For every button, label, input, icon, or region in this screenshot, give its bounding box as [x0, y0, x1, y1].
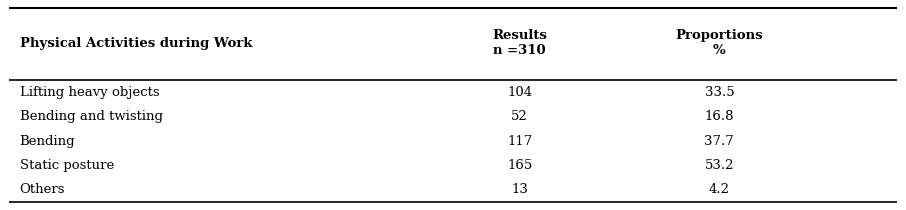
Text: 13: 13 — [511, 183, 528, 196]
Text: 117: 117 — [507, 135, 532, 147]
Text: 53.2: 53.2 — [705, 159, 734, 172]
Text: Proportions
%: Proportions % — [676, 29, 763, 57]
Text: 37.7: 37.7 — [705, 135, 734, 147]
Text: Bending: Bending — [20, 135, 75, 147]
Text: 4.2: 4.2 — [708, 183, 730, 196]
Text: Others: Others — [20, 183, 65, 196]
Text: Lifting heavy objects: Lifting heavy objects — [20, 86, 159, 99]
Text: Bending and twisting: Bending and twisting — [20, 110, 163, 123]
Text: Physical Activities during Work: Physical Activities during Work — [20, 37, 252, 50]
Text: 33.5: 33.5 — [705, 86, 734, 99]
Text: 104: 104 — [507, 86, 532, 99]
Text: 52: 52 — [511, 110, 528, 123]
Text: Results
n =310: Results n =310 — [492, 29, 547, 57]
Text: Static posture: Static posture — [20, 159, 114, 172]
Text: 16.8: 16.8 — [705, 110, 734, 123]
Text: 165: 165 — [507, 159, 532, 172]
